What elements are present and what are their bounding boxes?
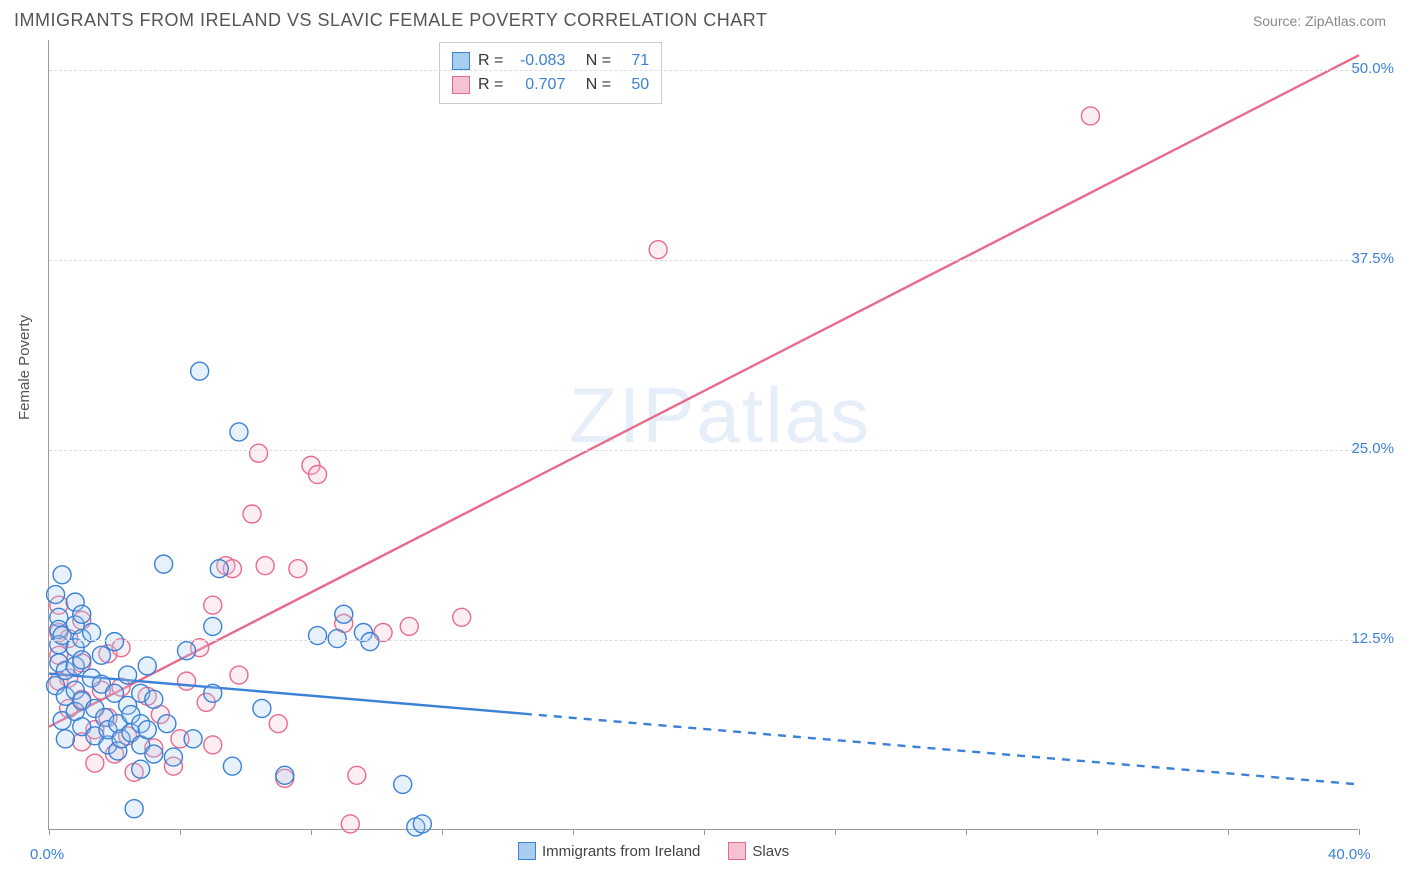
legend-row-slavs: R = 0.707 N = 50 xyxy=(452,73,649,97)
y-tick-label: 50.0% xyxy=(1351,60,1394,77)
point-ireland xyxy=(119,666,137,684)
point-ireland xyxy=(204,617,222,635)
point-ireland xyxy=(230,423,248,441)
point-ireland xyxy=(83,624,101,642)
y-tick-label: 25.0% xyxy=(1351,440,1394,457)
point-slavs xyxy=(204,596,222,614)
swatch-slavs xyxy=(452,76,470,94)
point-slavs xyxy=(86,754,104,772)
point-slavs xyxy=(230,666,248,684)
point-ireland xyxy=(309,627,327,645)
point-ireland xyxy=(53,566,71,584)
swatch-slavs xyxy=(728,842,746,860)
scatter-chart: ZIPatlas R = -0.083 N = 71 R = 0.707 N =… xyxy=(48,40,1358,830)
plot-svg xyxy=(49,40,1358,829)
point-ireland xyxy=(253,699,271,717)
y-axis-label: Female Poverty xyxy=(16,315,33,420)
swatch-ireland xyxy=(518,842,536,860)
point-slavs xyxy=(341,815,359,833)
correlation-legend: R = -0.083 N = 71 R = 0.707 N = 50 xyxy=(439,42,662,104)
point-ireland xyxy=(204,684,222,702)
legend-item-slavs: Slavs xyxy=(728,842,789,860)
x-min-label: 0.0% xyxy=(30,846,64,863)
y-tick-label: 37.5% xyxy=(1351,250,1394,267)
point-ireland xyxy=(155,555,173,573)
point-slavs xyxy=(250,444,268,462)
point-ireland xyxy=(73,605,91,623)
point-ireland xyxy=(184,730,202,748)
point-ireland xyxy=(92,646,110,664)
point-ireland xyxy=(276,766,294,784)
point-ireland xyxy=(138,657,156,675)
trend-line-slavs xyxy=(49,55,1359,727)
point-slavs xyxy=(649,241,667,259)
legend-label-ireland: Immigrants from Ireland xyxy=(542,843,700,860)
source-attribution: Source: ZipAtlas.com xyxy=(1253,13,1386,29)
point-ireland xyxy=(191,362,209,380)
point-ireland xyxy=(413,815,431,833)
point-slavs xyxy=(256,557,274,575)
point-ireland xyxy=(132,760,150,778)
point-ireland xyxy=(178,642,196,660)
source-name: ZipAtlas.com xyxy=(1305,13,1386,29)
point-ireland xyxy=(394,775,412,793)
point-slavs xyxy=(453,608,471,626)
point-slavs xyxy=(289,560,307,578)
legend-item-ireland: Immigrants from Ireland xyxy=(518,842,700,860)
trend-line-ireland xyxy=(524,714,1359,785)
series-legend: Immigrants from Ireland Slavs xyxy=(518,842,789,860)
point-ireland xyxy=(223,757,241,775)
point-ireland xyxy=(138,721,156,739)
point-slavs xyxy=(309,466,327,484)
legend-label-slavs: Slavs xyxy=(752,843,789,860)
r-label: R = xyxy=(478,73,503,97)
point-ireland xyxy=(210,560,228,578)
point-ireland xyxy=(125,800,143,818)
n-label: N = xyxy=(586,73,611,97)
point-ireland xyxy=(335,605,353,623)
point-slavs xyxy=(269,715,287,733)
point-slavs xyxy=(1081,107,1099,125)
point-ireland xyxy=(47,586,65,604)
point-slavs xyxy=(178,672,196,690)
point-slavs xyxy=(243,505,261,523)
point-ireland xyxy=(106,633,124,651)
point-ireland xyxy=(361,633,379,651)
point-ireland xyxy=(73,651,91,669)
point-ireland xyxy=(145,690,163,708)
point-slavs xyxy=(348,766,366,784)
point-slavs xyxy=(400,617,418,635)
r-value-slavs: 0.707 xyxy=(511,73,565,97)
swatch-ireland xyxy=(452,52,470,70)
point-ireland xyxy=(328,630,346,648)
point-ireland xyxy=(56,730,74,748)
point-ireland xyxy=(145,745,163,763)
source-prefix: Source: xyxy=(1253,13,1305,29)
chart-title: IMMIGRANTS FROM IRELAND VS SLAVIC FEMALE… xyxy=(14,10,767,31)
point-ireland xyxy=(164,748,182,766)
x-max-label: 40.0% xyxy=(1328,846,1371,863)
point-slavs xyxy=(204,736,222,754)
point-ireland xyxy=(158,715,176,733)
y-tick-label: 12.5% xyxy=(1351,630,1394,647)
n-value-slavs: 50 xyxy=(619,73,649,97)
